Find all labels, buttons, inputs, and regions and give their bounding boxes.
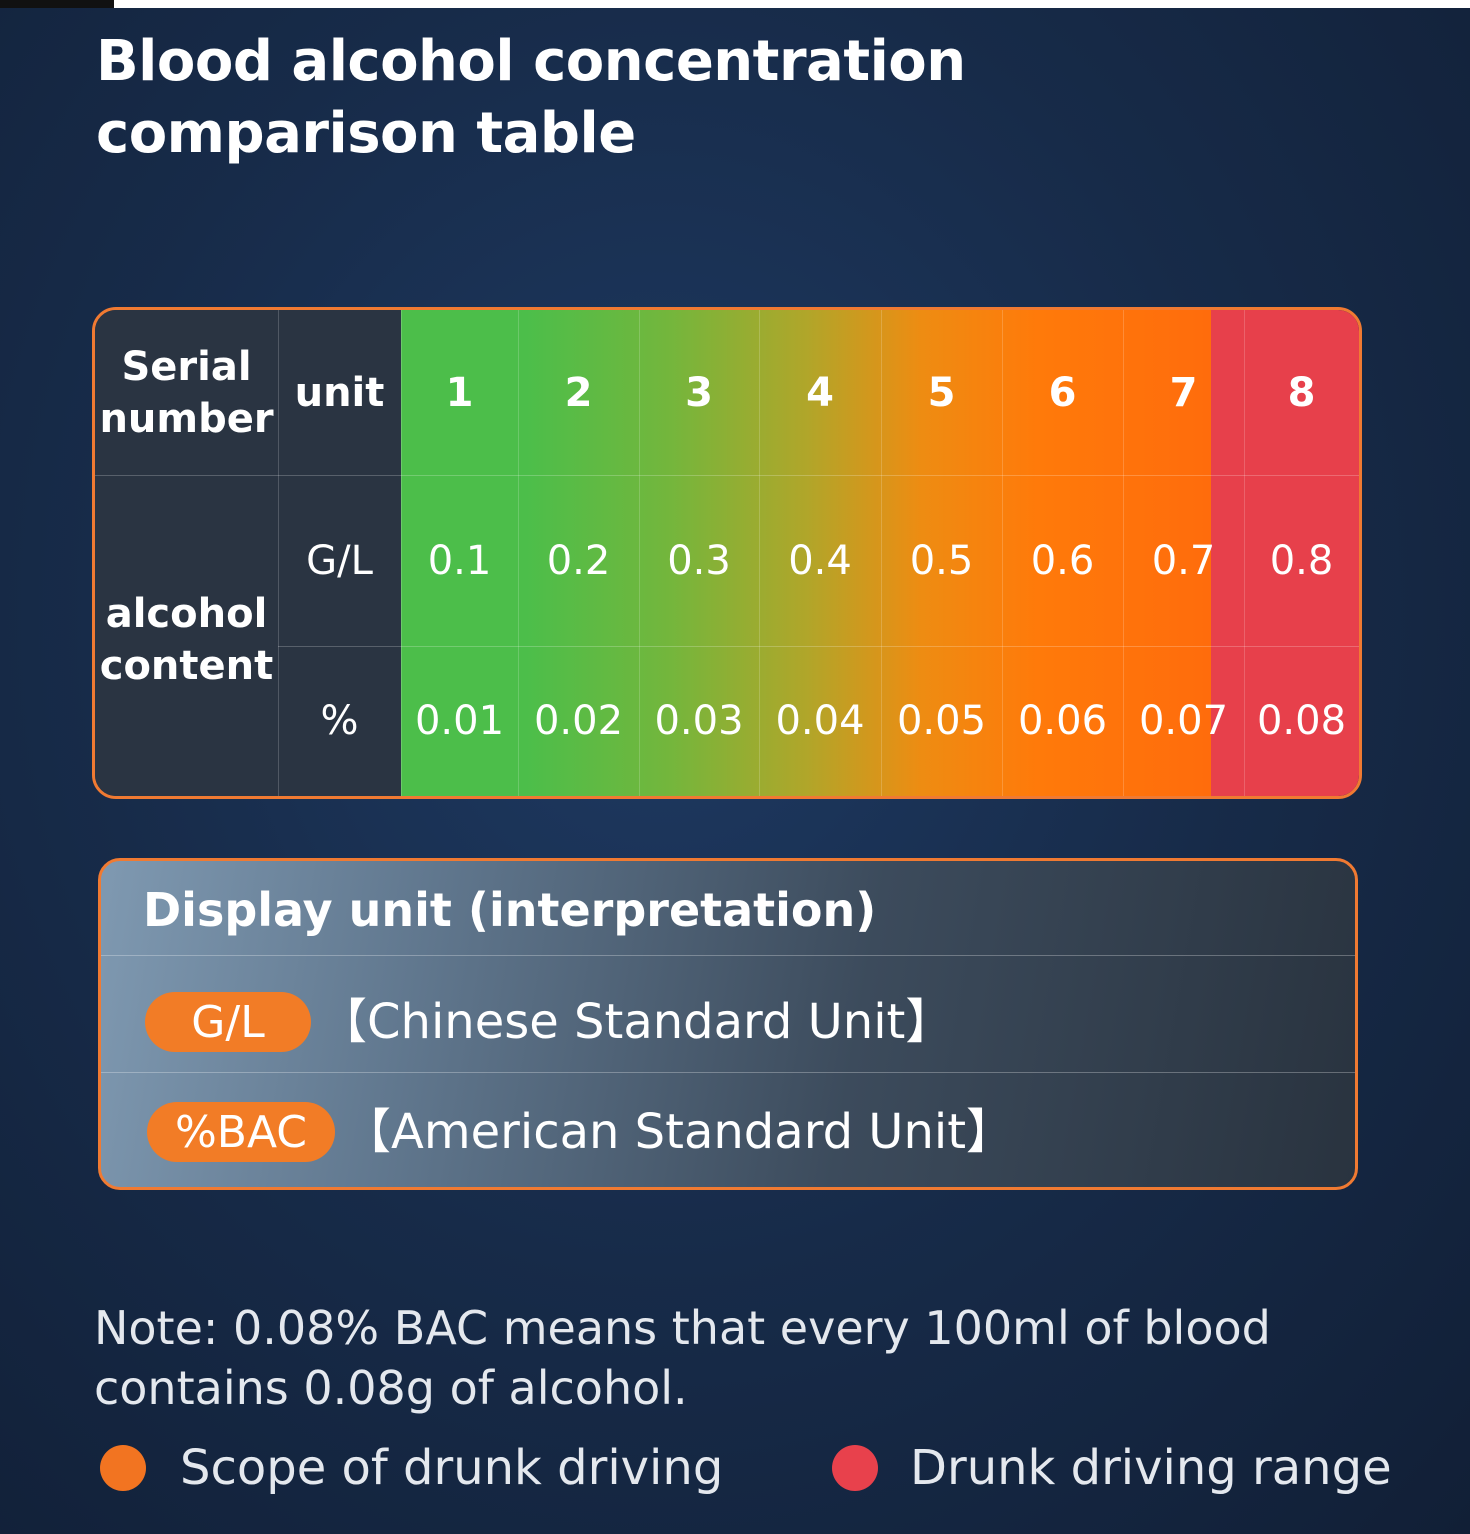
top-border-strip (0, 0, 1470, 8)
percent-value-cell: 0.02 (533, 698, 624, 744)
unit-percent-label: % (320, 698, 359, 744)
gl-value-cell: 0.1 (427, 537, 492, 584)
serial-cell: 2 (564, 369, 593, 416)
footnote: Note: 0.08% BAC means that every 100ml o… (94, 1301, 1271, 1415)
unit-header: unit (294, 369, 385, 416)
concentration-color-scale (401, 310, 1359, 796)
display-unit-title: Display unit (interpretation) (143, 883, 877, 937)
display-unit-panel: Display unit (interpretation) G/L 【Chine… (98, 858, 1358, 1190)
serial-cell: 6 (1048, 369, 1077, 416)
gl-unit-badge: G/L (145, 992, 311, 1052)
percent-value-cell: 0.03 (654, 698, 744, 744)
gl-value-cell: 0.2 (546, 537, 611, 584)
gl-value-cell: 0.5 (909, 537, 974, 584)
legend-drunk-driving-scope: Scope of drunk driving (180, 1440, 724, 1496)
percent-value-cell: 0.07 (1138, 698, 1229, 744)
gl-unit-description: 【Chinese Standard Unit】 (319, 994, 954, 1050)
serial-cell: 5 (927, 369, 956, 416)
unit-gl-label: G/L (306, 537, 373, 584)
serial-cell: 7 (1169, 369, 1198, 416)
serial-cell: 1 (445, 369, 474, 416)
gl-value-cell: 0.6 (1030, 537, 1095, 584)
gl-value-cell: 0.8 (1269, 537, 1334, 584)
serial-cell: 4 (806, 369, 834, 416)
bac-unit-description: 【American Standard Unit】 (343, 1104, 1015, 1160)
top-border-dark-segment (0, 0, 114, 8)
percent-value-cell: 0.05 (896, 698, 987, 744)
percent-value-cell: 0.04 (775, 698, 865, 744)
bac-unit-badge: %BAC (147, 1102, 335, 1162)
legend-drunk-driving-range: Drunk driving range (910, 1440, 1392, 1496)
page-title: Blood alcohol concentration comparison t… (96, 29, 966, 166)
serial-number-header: Serial number (99, 343, 274, 442)
gl-value-cell: 0.7 (1151, 537, 1216, 584)
red-dot-icon (832, 1445, 878, 1491)
percent-value-cell: 0.01 (414, 698, 505, 744)
alcohol-content-label: alcohol content (99, 590, 274, 689)
serial-cell: 3 (685, 369, 713, 416)
orange-dot-icon (100, 1445, 146, 1491)
bac-comparison-table: Serial number unit alcohol content G/L %… (92, 307, 1362, 799)
percent-value-cell: 0.06 (1017, 698, 1108, 744)
gl-value-cell: 0.3 (667, 537, 731, 584)
row-header-background (95, 310, 401, 796)
percent-value-cell: 0.08 (1256, 698, 1347, 744)
serial-cell: 8 (1287, 369, 1316, 416)
gl-value-cell: 0.4 (788, 537, 852, 584)
